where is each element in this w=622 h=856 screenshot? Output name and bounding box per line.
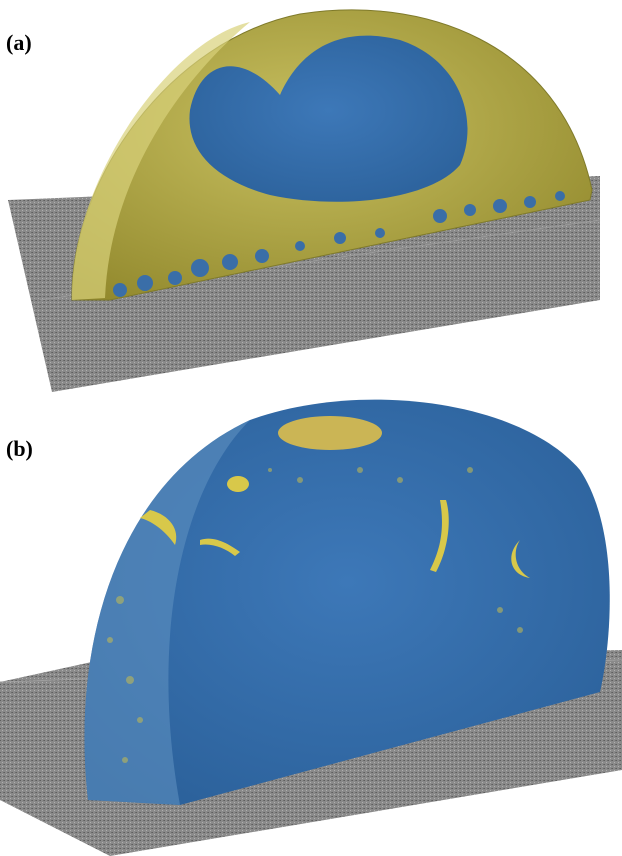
panel-label: (a) (6, 30, 32, 55)
figure: (a) (b) (0, 0, 622, 856)
panel-label: (b) (6, 436, 33, 461)
panel-b: (b) (0, 400, 622, 856)
panel-a: (a) (6, 10, 600, 392)
